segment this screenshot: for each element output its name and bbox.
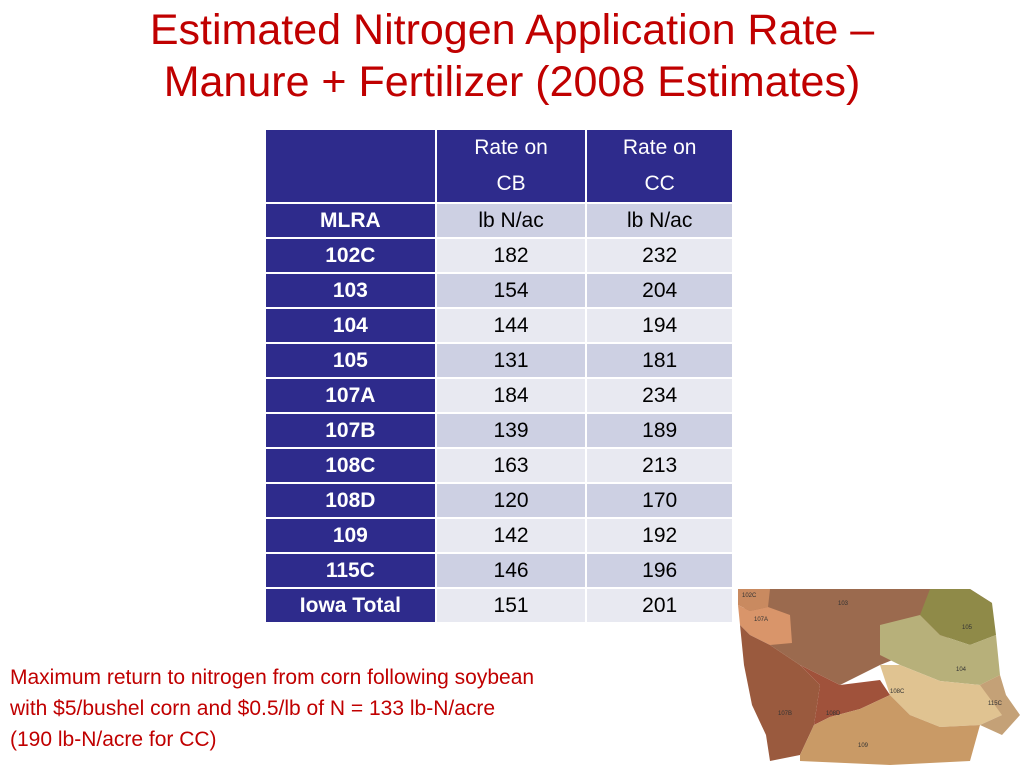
rate-cc-cell: 204	[585, 272, 734, 309]
units-row: MLRA lb N/ac lb N/ac	[264, 202, 734, 239]
mlra-cell: 115C	[264, 552, 437, 589]
rate-cc-cell: 194	[585, 307, 734, 344]
table-row: 102C 182 232	[264, 237, 734, 274]
rate-cb-cell: 142	[434, 517, 588, 554]
map-label: 105	[962, 625, 973, 631]
table-header-row: Rate on CB Rate on CC	[264, 128, 734, 204]
mlra-cell: 103	[264, 272, 437, 309]
map-label: 102C	[742, 593, 757, 599]
rate-cb-cell: 163	[434, 447, 588, 484]
map-region-102c	[738, 589, 770, 611]
map-region-109	[800, 695, 980, 765]
map-region-107a	[738, 605, 792, 645]
map-label: 104	[956, 667, 967, 673]
rate-cc-cell: 196	[585, 552, 734, 589]
table-row: 105 131 181	[264, 342, 734, 379]
table-row: 103 154 204	[264, 272, 734, 309]
slide-title-line-2: Manure + Fertilizer (2008 Estimates)	[163, 58, 861, 106]
rate-cc-cell: 232	[585, 237, 734, 274]
header-rate-cc-line-1: Rate on	[622, 136, 697, 159]
nitrogen-rate-table: Rate on CB Rate on CC MLRA lb N/ac lb N/…	[264, 128, 734, 624]
map-region-104	[880, 615, 1000, 685]
table-row: 109 142 192	[264, 517, 734, 554]
footnote: Maximum return to nitrogen from corn fol…	[10, 662, 730, 755]
mlra-cell: 104	[264, 307, 437, 344]
header-rate-cb-line-2: CB	[496, 172, 526, 195]
table-row: 107A 184 234	[264, 377, 734, 414]
header-blank-cell	[264, 128, 437, 204]
rate-cc-cell: 192	[585, 517, 734, 554]
footnote-line-3: (190 lb-N/acre for CC)	[10, 728, 217, 751]
unit-cb-cell: lb N/ac	[434, 202, 588, 239]
rate-cb-cell: 144	[434, 307, 588, 344]
table-row-total: Iowa Total 151 201	[264, 587, 734, 624]
footnote-line-2: with $5/bushel corn and $0.5/lb of N = 1…	[10, 697, 496, 720]
map-label: 108C	[890, 689, 905, 695]
footnote-line-1: Maximum return to nitrogen from corn fol…	[10, 666, 535, 689]
rate-cc-cell: 234	[585, 377, 734, 414]
header-rate-cb: Rate on CB	[434, 128, 588, 204]
rate-cb-cell: 146	[434, 552, 588, 589]
rate-cb-cell: 131	[434, 342, 588, 379]
mlra-cell: 108D	[264, 482, 437, 519]
rate-cb-cell: 154	[434, 272, 588, 309]
map-label: 108D	[826, 711, 841, 717]
map-region-105	[920, 589, 996, 645]
map-label: 107B	[778, 711, 792, 717]
slide-title: Estimated Nitrogen Application Rate – Ma…	[0, 4, 1024, 108]
rate-cc-cell: 213	[585, 447, 734, 484]
mlra-cell: 105	[264, 342, 437, 379]
rate-cc-cell: 170	[585, 482, 734, 519]
rate-cb-cell: 182	[434, 237, 588, 274]
rate-cb-cell: 120	[434, 482, 588, 519]
mlra-cell: 107A	[264, 377, 437, 414]
mlra-cell: Iowa Total	[264, 587, 437, 624]
table-row: 104 144 194	[264, 307, 734, 344]
table-row: 107B 139 189	[264, 412, 734, 449]
mlra-cell: 108C	[264, 447, 437, 484]
rate-cc-cell: 181	[585, 342, 734, 379]
table-row: 108D 120 170	[264, 482, 734, 519]
map-region-108c	[880, 665, 1002, 727]
mlra-cell: 109	[264, 517, 437, 554]
mlra-cell: 102C	[264, 237, 437, 274]
unit-cc-cell: lb N/ac	[585, 202, 734, 239]
slide-title-line-1: Estimated Nitrogen Application Rate –	[149, 6, 875, 54]
map-label: 115C	[988, 701, 1003, 707]
map-label: 103	[838, 601, 849, 607]
table-row: 115C 146 196	[264, 552, 734, 589]
table-row: 108C 163 213	[264, 447, 734, 484]
rate-cc-cell: 189	[585, 412, 734, 449]
map-labels: 102C 107A 103 105 104 108C 107B 108D 115…	[742, 593, 1003, 749]
rate-cb-cell: 139	[434, 412, 588, 449]
rate-cb-cell: 151	[434, 587, 588, 624]
header-rate-cc-line-2: CC	[644, 172, 675, 195]
map-label: 109	[858, 743, 869, 749]
mlra-label-cell: MLRA	[264, 202, 437, 239]
map-region-115c	[980, 675, 1020, 735]
rate-cb-cell: 184	[434, 377, 588, 414]
header-rate-cc: Rate on CC	[585, 128, 734, 204]
mlra-cell: 107B	[264, 412, 437, 449]
map-label: 107A	[754, 617, 768, 623]
map-region-107b	[740, 625, 820, 761]
header-rate-cb-line-1: Rate on	[474, 136, 548, 159]
rate-cc-cell: 201	[585, 587, 734, 624]
map-region-108d	[800, 665, 890, 725]
iowa-mlra-map: 102C 107A 103 105 104 108C 107B 108D 115…	[738, 589, 1020, 765]
